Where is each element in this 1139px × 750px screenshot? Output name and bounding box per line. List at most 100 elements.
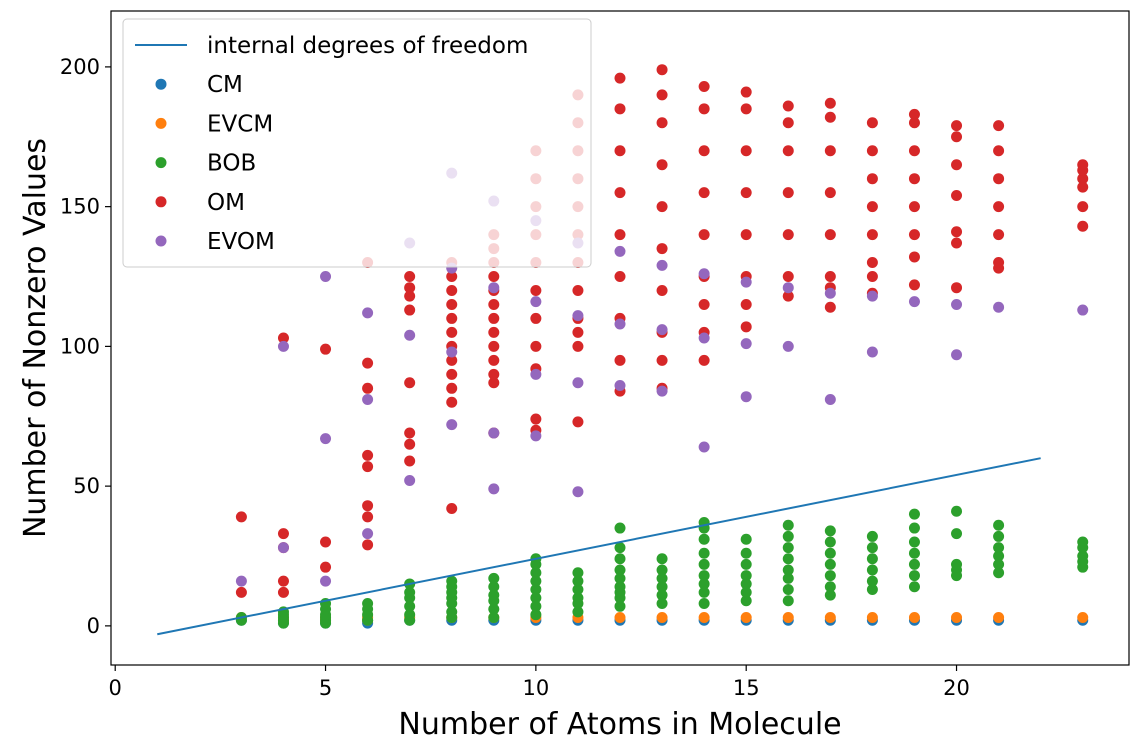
point-evcm bbox=[740, 611, 752, 623]
point-evom bbox=[698, 332, 710, 344]
point-bob bbox=[782, 595, 794, 607]
point-om bbox=[277, 575, 289, 587]
point-bob bbox=[866, 542, 878, 554]
point-bob bbox=[614, 522, 626, 534]
legend-label: internal degrees of freedom bbox=[207, 33, 528, 59]
point-om bbox=[824, 301, 836, 313]
point-bob bbox=[908, 558, 920, 570]
point-bob bbox=[951, 505, 963, 517]
point-om bbox=[446, 368, 458, 380]
point-bob bbox=[614, 542, 626, 554]
point-om bbox=[824, 229, 836, 241]
point-om bbox=[824, 271, 836, 283]
point-bob bbox=[572, 567, 584, 579]
y-tick-label: 50 bbox=[73, 474, 100, 498]
point-om bbox=[614, 271, 626, 283]
point-evcm bbox=[656, 611, 668, 623]
point-evcm bbox=[908, 611, 920, 623]
point-bob bbox=[530, 584, 542, 596]
point-bob bbox=[530, 575, 542, 587]
point-om bbox=[656, 159, 668, 171]
point-bob bbox=[993, 558, 1005, 570]
point-bob bbox=[824, 525, 836, 537]
point-bob bbox=[782, 564, 794, 576]
point-bob bbox=[866, 584, 878, 596]
point-bob bbox=[488, 581, 500, 593]
point-om bbox=[530, 340, 542, 352]
point-om bbox=[362, 382, 374, 394]
point-om bbox=[740, 321, 752, 333]
point-bob bbox=[824, 558, 836, 570]
point-bob bbox=[824, 547, 836, 559]
point-bob bbox=[782, 553, 794, 565]
point-bob bbox=[614, 553, 626, 565]
point-bob bbox=[698, 547, 710, 559]
legend-label: EVCM bbox=[207, 111, 273, 137]
point-evom bbox=[614, 245, 626, 257]
point-evom bbox=[488, 483, 500, 495]
point-evom bbox=[656, 385, 668, 397]
point-evom bbox=[740, 338, 752, 350]
x-axis-ticks: 0 5 10 15 20 bbox=[109, 665, 970, 700]
point-om bbox=[782, 187, 794, 199]
point-bob bbox=[740, 586, 752, 598]
point-om bbox=[614, 354, 626, 366]
point-om bbox=[235, 511, 247, 523]
point-om bbox=[530, 284, 542, 296]
point-bob bbox=[908, 581, 920, 593]
point-om bbox=[824, 187, 836, 199]
point-bob bbox=[908, 536, 920, 548]
point-om bbox=[908, 229, 920, 241]
point-evom bbox=[530, 368, 542, 380]
point-bob bbox=[362, 598, 374, 610]
point-om bbox=[656, 243, 668, 255]
point-om bbox=[235, 586, 247, 598]
point-bob bbox=[572, 606, 584, 618]
point-om bbox=[698, 145, 710, 157]
point-om bbox=[656, 354, 668, 366]
point-evcm bbox=[698, 611, 710, 623]
point-bob bbox=[824, 581, 836, 593]
x-tick-label: 10 bbox=[523, 676, 550, 700]
point-om bbox=[866, 201, 878, 213]
point-evom bbox=[572, 486, 584, 498]
point-evom bbox=[614, 380, 626, 392]
point-bob bbox=[740, 595, 752, 607]
point-om bbox=[993, 229, 1005, 241]
point-om bbox=[782, 117, 794, 129]
point-om bbox=[740, 145, 752, 157]
legend-dot-swatch bbox=[155, 117, 167, 129]
point-om bbox=[488, 312, 500, 324]
point-om bbox=[488, 326, 500, 338]
point-bob bbox=[614, 581, 626, 593]
point-om bbox=[740, 187, 752, 199]
point-bob bbox=[908, 508, 920, 520]
point-om bbox=[362, 449, 374, 461]
point-bob bbox=[993, 567, 1005, 579]
point-om bbox=[446, 312, 458, 324]
point-om bbox=[404, 282, 416, 294]
point-evom bbox=[488, 282, 500, 294]
point-om bbox=[782, 229, 794, 241]
point-om bbox=[446, 396, 458, 408]
point-om bbox=[740, 298, 752, 310]
point-bob bbox=[740, 578, 752, 590]
point-evcm bbox=[824, 611, 836, 623]
point-bob bbox=[446, 575, 458, 587]
point-bob bbox=[698, 598, 710, 610]
point-evcm bbox=[993, 611, 1005, 623]
point-evcm bbox=[782, 611, 794, 623]
legend: internal degrees of freedom CM EVCM BOB OM EV… bbox=[122, 18, 592, 268]
point-bob bbox=[572, 575, 584, 587]
point-om bbox=[614, 187, 626, 199]
point-om bbox=[698, 80, 710, 92]
point-om bbox=[488, 377, 500, 389]
point-om bbox=[656, 284, 668, 296]
point-om bbox=[614, 145, 626, 157]
point-om bbox=[951, 282, 963, 294]
point-bob bbox=[530, 600, 542, 612]
point-om bbox=[824, 145, 836, 157]
point-bob bbox=[488, 603, 500, 615]
internal-dof-line bbox=[157, 457, 1041, 636]
point-om bbox=[446, 382, 458, 394]
